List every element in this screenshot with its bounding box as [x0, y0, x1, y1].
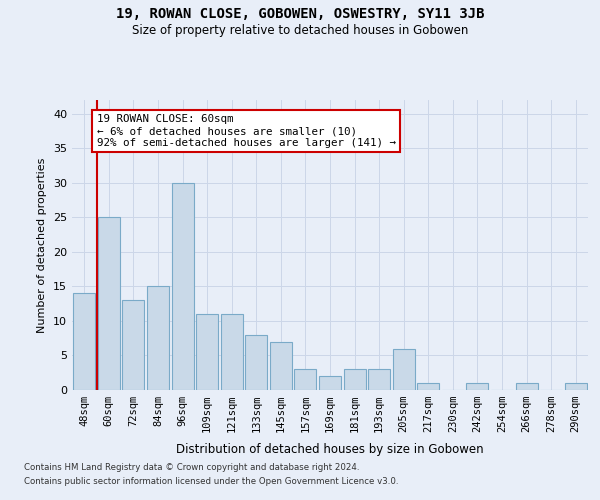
Bar	[392, 348, 415, 390]
Bar	[368, 370, 390, 390]
Text: Distribution of detached houses by size in Gobowen: Distribution of detached houses by size …	[176, 442, 484, 456]
Bar	[295, 370, 316, 390]
Bar	[196, 314, 218, 390]
Text: Size of property relative to detached houses in Gobowen: Size of property relative to detached ho…	[132, 24, 468, 37]
Bar	[73, 294, 95, 390]
Bar	[515, 383, 538, 390]
Bar	[147, 286, 169, 390]
Bar	[270, 342, 292, 390]
Bar	[344, 370, 365, 390]
Bar	[466, 383, 488, 390]
Bar	[565, 383, 587, 390]
Bar	[98, 218, 120, 390]
Text: Contains HM Land Registry data © Crown copyright and database right 2024.: Contains HM Land Registry data © Crown c…	[24, 464, 359, 472]
Text: 19, ROWAN CLOSE, GOBOWEN, OSWESTRY, SY11 3JB: 19, ROWAN CLOSE, GOBOWEN, OSWESTRY, SY11…	[116, 8, 484, 22]
Text: Contains public sector information licensed under the Open Government Licence v3: Contains public sector information licen…	[24, 477, 398, 486]
Bar	[245, 335, 268, 390]
Bar	[122, 300, 145, 390]
Bar	[172, 183, 194, 390]
Y-axis label: Number of detached properties: Number of detached properties	[37, 158, 47, 332]
Bar	[319, 376, 341, 390]
Bar	[221, 314, 243, 390]
Text: 19 ROWAN CLOSE: 60sqm
← 6% of detached houses are smaller (10)
92% of semi-detac: 19 ROWAN CLOSE: 60sqm ← 6% of detached h…	[97, 114, 395, 148]
Bar	[417, 383, 439, 390]
